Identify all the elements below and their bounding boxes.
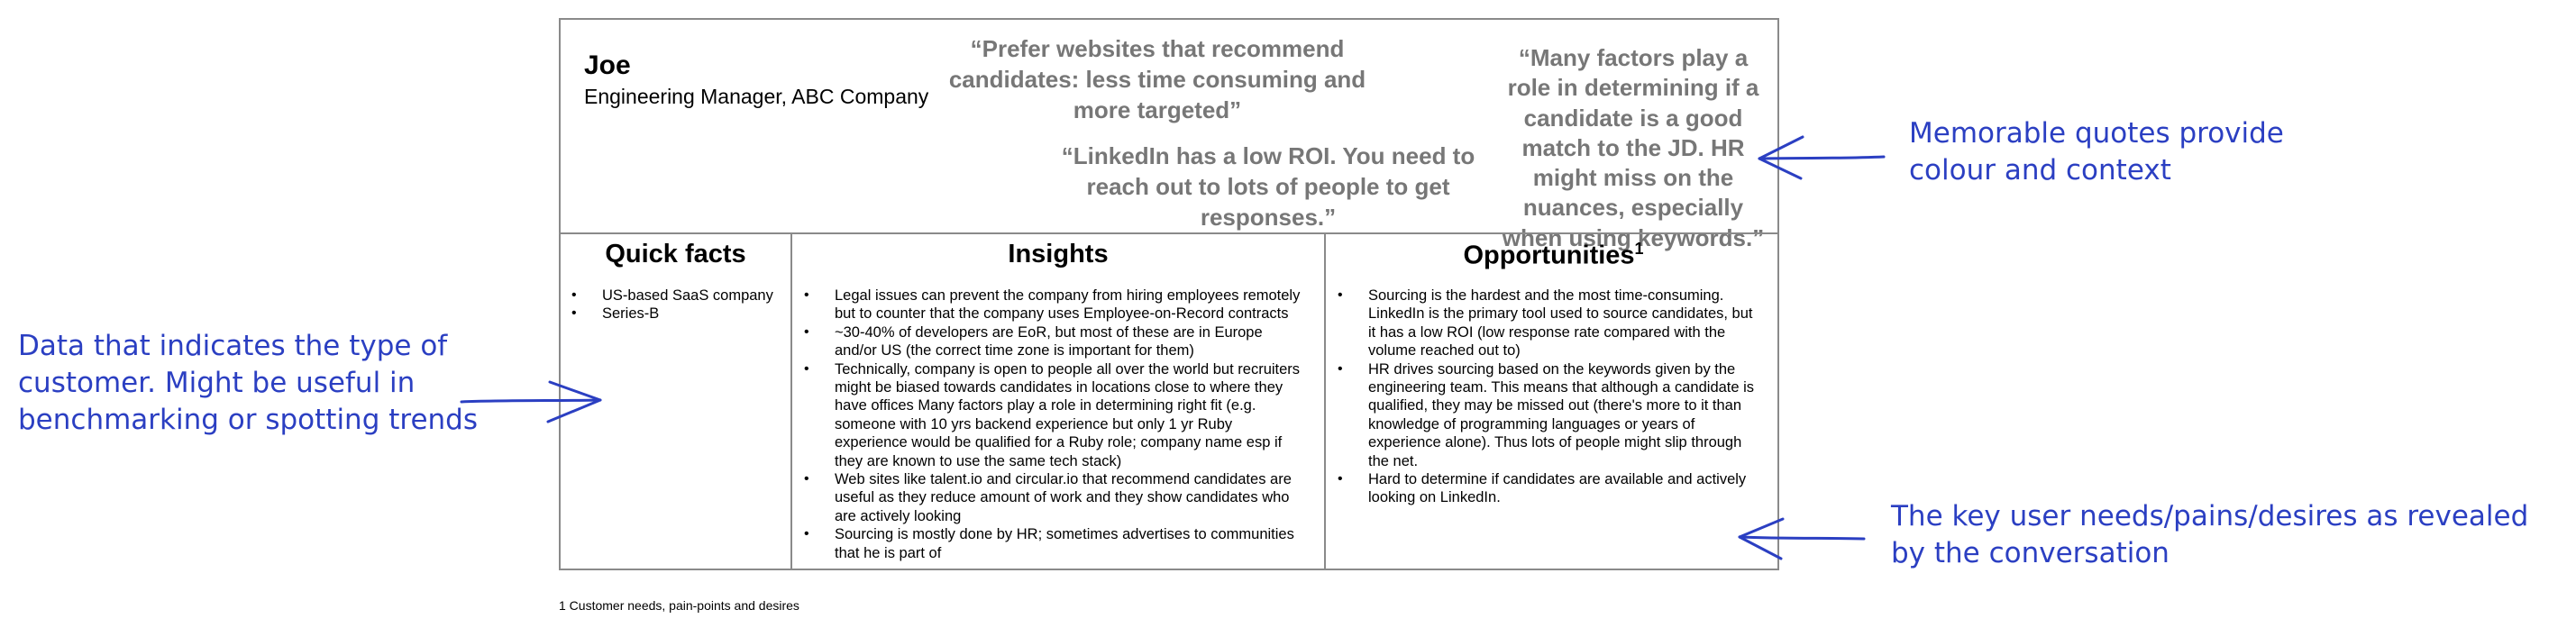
list-item: Sourcing is the hardest and the most tim… — [1327, 287, 1764, 360]
opportunities-heading: Opportunities — [1463, 241, 1635, 270]
section-divider — [561, 232, 1777, 234]
facts-arrow-icon — [460, 380, 602, 423]
interviewee-role: Engineering Manager, ABC Company — [584, 85, 929, 108]
quick-facts-list: US-based SaaS company Series-B — [561, 287, 786, 323]
opportunities-heading-wrap: Opportunities1 — [1326, 240, 1781, 271]
insights-list: Legal issues can prevent the company fro… — [793, 287, 1302, 562]
interview-summary-card: Joe Engineering Manager, ABC Company “Pr… — [559, 18, 1779, 570]
column-divider — [790, 232, 792, 569]
quick-facts-heading: Quick facts — [605, 240, 746, 268]
list-item: Web sites like talent.io and circular.io… — [793, 470, 1302, 525]
list-item: Legal issues can prevent the company fro… — [793, 287, 1302, 323]
needs-annotation: The key user needs/pains/desires as reve… — [1891, 500, 2529, 569]
list-item: ~30-40% of developers are EoR, but most … — [793, 323, 1302, 360]
quotes-arrow-icon — [1758, 135, 1886, 180]
quote-websites: “Prefer websites that recommend candidat… — [948, 35, 1366, 123]
list-item: US-based SaaS company — [561, 287, 786, 305]
list-item: Hard to determine if candidates are avai… — [1327, 470, 1764, 507]
insights-heading: Insights — [1008, 240, 1109, 268]
needs-arrow-icon — [1738, 517, 1866, 560]
footnote: 1 Customer needs, pain-points and desire… — [559, 598, 799, 613]
column-divider — [1324, 232, 1326, 569]
list-item: HR drives sourcing based on the keywords… — [1327, 360, 1764, 470]
list-item: Technically, company is open to people a… — [793, 360, 1302, 470]
footnote-marker: 1 — [1634, 240, 1644, 258]
interviewee-name: Joe — [584, 50, 631, 80]
quote-linkedin-roi: “LinkedIn has a low ROI. You need to rea… — [1061, 142, 1475, 231]
quotes-annotation: Memorable quotes provide colour and cont… — [1909, 117, 2284, 187]
quote-many-factors: “Many factors play a role in determining… — [1502, 44, 1765, 251]
facts-annotation: Data that indicates the type of customer… — [18, 330, 479, 436]
list-item: Sourcing is mostly done by HR; sometimes… — [793, 525, 1302, 562]
list-item: Series-B — [561, 305, 786, 323]
opportunities-list: Sourcing is the hardest and the most tim… — [1327, 287, 1764, 507]
